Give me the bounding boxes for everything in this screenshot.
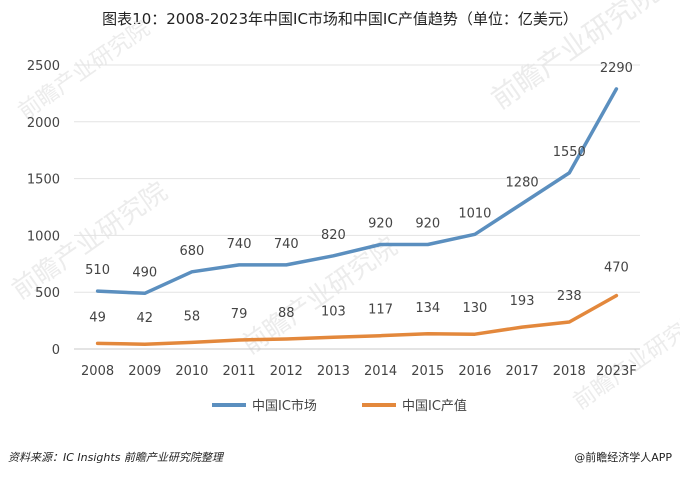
data-point <box>191 341 193 343</box>
data-label: 740 <box>274 237 299 252</box>
data-point <box>238 339 240 341</box>
x-tick-label: 2016 <box>458 364 491 379</box>
y-tick-label: 2500 <box>27 59 60 74</box>
data-point <box>615 295 617 297</box>
data-point <box>144 292 146 294</box>
data-point <box>332 255 334 257</box>
y-axis: 0 500 1000 1500 2000 2500 <box>27 59 60 358</box>
x-tick-label: 2023F <box>596 364 637 379</box>
data-point <box>380 243 382 245</box>
data-point <box>285 338 287 340</box>
x-tick-label: 2017 <box>506 364 539 379</box>
data-point <box>97 290 99 292</box>
data-label: 470 <box>604 261 629 276</box>
data-point <box>521 203 523 205</box>
x-tick-label: 2018 <box>553 364 586 379</box>
watermark-text: 前瞻产业研究院 <box>237 232 403 361</box>
data-label: 130 <box>463 301 488 316</box>
data-label: 820 <box>321 228 346 243</box>
data-label: 920 <box>415 216 440 231</box>
data-point <box>427 243 429 245</box>
data-label: 117 <box>368 303 393 318</box>
y-tick-label: 1000 <box>27 229 60 244</box>
x-tick-label: 2014 <box>364 364 397 379</box>
data-label: 740 <box>227 237 252 252</box>
legend: 中国IC市场 中国IC产值 <box>212 398 467 414</box>
data-labels: 510 490 680 740 740 820 920 920 1010 1280 1550 2290… <box>85 61 633 326</box>
y-tick-label: 0 <box>52 343 60 358</box>
data-point <box>332 336 334 338</box>
watermark-text: 前瞻产业研究院 <box>569 306 680 415</box>
series-line-1 <box>95 87 619 296</box>
data-label: 88 <box>278 306 295 321</box>
x-tick-label: 2009 <box>128 364 161 379</box>
data-point <box>191 271 193 273</box>
data-point <box>474 333 476 335</box>
data-label: 193 <box>510 294 535 309</box>
x-tick-label: 2008 <box>81 364 114 379</box>
series-line-2 <box>95 293 619 346</box>
x-axis: 2008 2009 2010 2011 2012 2013 2014 2015 2016 2017… <box>81 364 637 379</box>
data-point <box>380 335 382 337</box>
legend-label-2: 中国IC产值 <box>402 398 467 414</box>
data-label: 79 <box>231 307 248 322</box>
watermark-text: 前瞻产业研究院 <box>485 0 664 116</box>
data-point <box>568 321 570 323</box>
y-tick-label: 500 <box>35 286 60 301</box>
x-tick-label: 2012 <box>270 364 303 379</box>
data-point <box>285 264 287 266</box>
data-label: 1010 <box>458 206 491 221</box>
data-label: 103 <box>321 304 346 319</box>
x-tick-label: 2013 <box>317 364 350 379</box>
legend-label-1: 中国IC市场 <box>252 398 317 414</box>
series-layer <box>95 87 619 346</box>
data-label: 2290 <box>600 61 633 76</box>
data-point <box>568 172 570 174</box>
brand-credit: @前瞻经济学人APP <box>574 451 672 464</box>
footer: 资料来源：IC Insights 前瞻产业研究院整理 @前瞻经济学人APP <box>8 449 672 469</box>
data-label: 680 <box>180 244 205 259</box>
data-label: 49 <box>89 310 106 325</box>
x-tick-label: 2010 <box>175 364 208 379</box>
data-label: 1280 <box>506 176 539 191</box>
data-point <box>615 88 617 90</box>
grid-lines <box>74 64 640 350</box>
data-label: 134 <box>415 301 440 316</box>
data-label: 490 <box>132 265 157 280</box>
data-label: 58 <box>184 309 201 324</box>
y-tick-label: 1500 <box>27 173 60 188</box>
y-tick-label: 2000 <box>27 116 60 131</box>
data-label: 510 <box>85 263 110 278</box>
data-label: 238 <box>557 289 582 304</box>
data-label: 920 <box>368 216 393 231</box>
x-tick-label: 2011 <box>223 364 256 379</box>
chart-title: 图表10：2008-2023年中国IC市场和中国IC产值趋势（单位：亿美元） <box>102 10 578 28</box>
data-point <box>238 264 240 266</box>
data-label: 1550 <box>553 145 586 160</box>
data-point <box>144 343 146 345</box>
x-tick-label: 2015 <box>411 364 444 379</box>
data-point <box>97 342 99 344</box>
data-point <box>474 233 476 235</box>
data-point <box>427 333 429 335</box>
source-note: 资料来源：IC Insights 前瞻产业研究院整理 <box>8 451 223 464</box>
data-label: 42 <box>136 311 153 326</box>
data-point <box>521 326 523 328</box>
